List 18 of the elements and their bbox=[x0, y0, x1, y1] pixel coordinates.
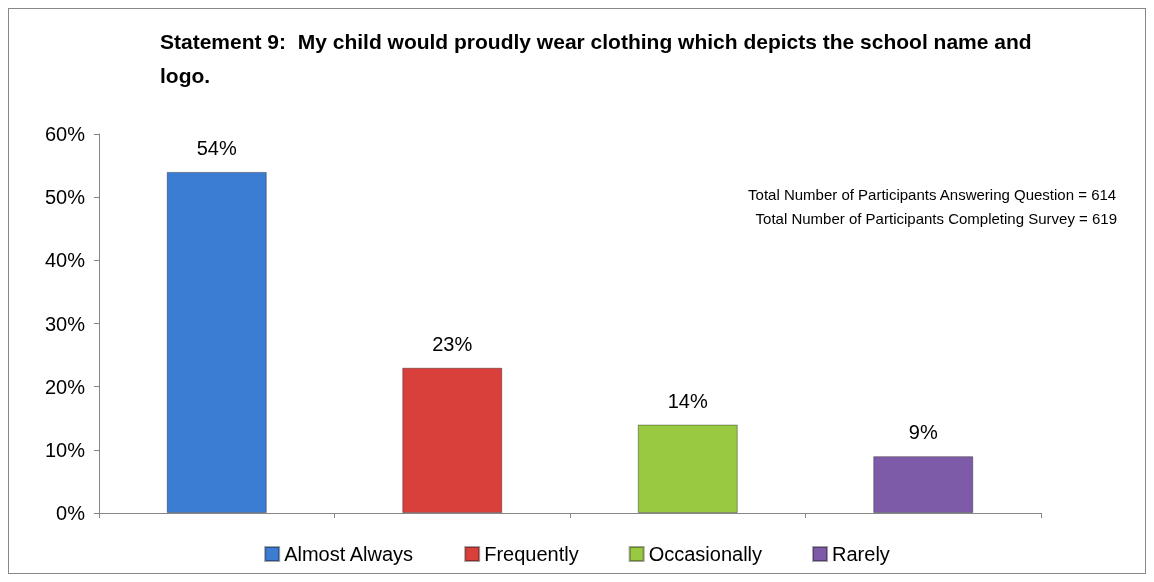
chart-title: Statement 9: My child would proudly wear clothing which depicts the school name and logo. bbox=[160, 29, 1038, 87]
y-tick-label: 10% bbox=[44, 438, 86, 461]
annotation: Total Number of Participants Completing Survey = 619 bbox=[755, 210, 1118, 227]
data-label: 9% bbox=[908, 421, 938, 444]
legend-label: Rarely bbox=[832, 543, 890, 565]
legend-label: Occasionally bbox=[648, 543, 763, 565]
data-label: 23% bbox=[432, 332, 473, 355]
data-label: 54% bbox=[196, 136, 237, 159]
y-tick-label: 50% bbox=[44, 186, 86, 209]
y-tick-label: 20% bbox=[44, 375, 86, 398]
legend-label: Frequently bbox=[484, 543, 579, 565]
y-tick-label: 0% bbox=[56, 502, 86, 524]
annotation: Total Number of Participants Answering Question = 614 bbox=[748, 186, 1117, 203]
data-label: 14% bbox=[667, 389, 708, 412]
y-tick-label: 30% bbox=[44, 312, 86, 335]
y-tick-label: 60% bbox=[44, 123, 86, 145]
legend-label: Almost Always bbox=[284, 543, 414, 565]
y-tick-label: 40% bbox=[44, 249, 86, 272]
